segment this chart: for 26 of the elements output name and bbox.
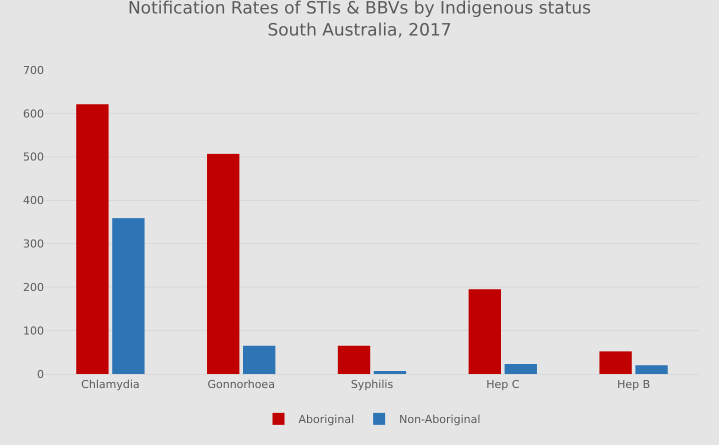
bar xyxy=(635,365,668,374)
y-tick-label: 300 xyxy=(23,238,44,251)
x-tick-label: Hep B xyxy=(617,378,650,392)
x-tick-label: Gonnorhoea xyxy=(207,378,275,392)
bar xyxy=(599,351,632,374)
bar xyxy=(112,218,145,374)
x-tick-label: Chlamydia xyxy=(81,378,140,392)
legend-label: Aboriginal xyxy=(298,413,354,426)
y-tick-label: 0 xyxy=(37,368,44,381)
x-tick-label: Syphilis xyxy=(350,378,394,392)
bar xyxy=(504,364,537,374)
bar xyxy=(207,154,240,374)
legend-label: Non-Aboriginal xyxy=(399,413,480,426)
y-tick-label: 400 xyxy=(23,194,44,208)
bar xyxy=(243,346,276,374)
y-tick-label: 700 xyxy=(23,64,44,77)
bar xyxy=(468,289,501,374)
bar xyxy=(374,370,406,374)
chart-title: Notification Rates of STIs & BBVs by Indigenous status South Australia, 2017 xyxy=(128,0,592,40)
y-tick-label: 100 xyxy=(23,324,44,338)
y-tick-label: 600 xyxy=(23,107,44,120)
bar xyxy=(338,346,370,374)
x-tick-label: Hep C xyxy=(486,378,520,392)
y-tick-label: 500 xyxy=(23,150,44,164)
bar xyxy=(76,104,109,374)
y-tick-label: 200 xyxy=(23,280,44,294)
